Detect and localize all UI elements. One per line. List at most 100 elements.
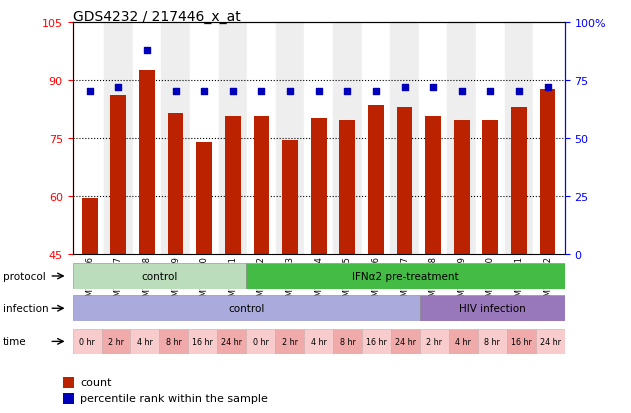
Bar	[447, 23, 476, 254]
Text: 24 hr: 24 hr	[221, 337, 242, 346]
Point	[285, 89, 295, 95]
Point	[170, 89, 180, 95]
Bar	[275, 329, 304, 354]
Point	[199, 89, 209, 95]
Point	[228, 89, 238, 95]
Bar	[420, 329, 449, 354]
Bar	[82, 198, 98, 254]
Bar	[397, 107, 413, 254]
Text: 24 hr: 24 hr	[540, 337, 561, 346]
Bar	[362, 329, 391, 354]
Bar	[391, 329, 420, 354]
Bar	[162, 23, 190, 254]
Bar	[63, 377, 74, 388]
Text: 16 hr: 16 hr	[511, 337, 532, 346]
Bar	[104, 23, 133, 254]
Text: 2 hr: 2 hr	[108, 337, 124, 346]
Bar	[63, 393, 74, 404]
Bar	[131, 329, 160, 354]
Bar	[73, 329, 102, 354]
Point	[399, 84, 410, 91]
Bar	[425, 117, 441, 254]
Text: 2 hr: 2 hr	[427, 337, 442, 346]
Bar	[304, 329, 333, 354]
Text: 0 hr: 0 hr	[253, 337, 269, 346]
Text: time: time	[3, 337, 27, 347]
Text: 8 hr: 8 hr	[339, 337, 355, 346]
Bar	[311, 119, 326, 254]
Point	[428, 84, 438, 91]
Text: IFNα2 pre-treatment: IFNα2 pre-treatment	[352, 271, 459, 281]
Bar	[190, 23, 218, 254]
Text: 16 hr: 16 hr	[192, 337, 213, 346]
Bar	[168, 113, 184, 254]
Bar	[533, 23, 562, 254]
Bar	[73, 263, 246, 289]
Bar	[225, 117, 240, 254]
Text: GDS4232 / 217446_x_at: GDS4232 / 217446_x_at	[73, 10, 240, 24]
Bar	[449, 329, 478, 354]
Text: 4 hr: 4 hr	[310, 337, 327, 346]
Bar	[102, 329, 131, 354]
Text: infection: infection	[3, 304, 49, 313]
Point	[85, 89, 95, 95]
Bar	[454, 121, 469, 254]
Point	[485, 89, 495, 95]
Bar	[282, 140, 298, 254]
Text: 16 hr: 16 hr	[366, 337, 387, 346]
Bar	[189, 329, 217, 354]
Point	[543, 84, 553, 91]
Text: 8 hr: 8 hr	[166, 337, 182, 346]
Point	[371, 89, 381, 95]
Point	[457, 89, 467, 95]
Bar	[420, 296, 565, 321]
Bar	[478, 329, 507, 354]
Text: 8 hr: 8 hr	[485, 337, 500, 346]
Text: control: control	[228, 304, 264, 313]
Bar	[276, 23, 304, 254]
Bar	[133, 23, 162, 254]
Bar	[196, 142, 212, 254]
Bar	[339, 121, 355, 254]
Bar	[536, 329, 565, 354]
Point	[114, 84, 124, 91]
Text: percentile rank within the sample: percentile rank within the sample	[80, 393, 268, 403]
Bar	[511, 107, 527, 254]
Bar	[540, 90, 555, 254]
Bar	[304, 23, 333, 254]
Bar	[419, 23, 447, 254]
Text: control: control	[141, 271, 177, 281]
Bar	[362, 23, 390, 254]
Bar	[217, 329, 246, 354]
Point	[342, 89, 352, 95]
Bar	[76, 23, 104, 254]
Bar	[246, 263, 565, 289]
Text: 0 hr: 0 hr	[79, 337, 95, 346]
Bar	[333, 329, 362, 354]
Bar	[507, 329, 536, 354]
Point	[256, 89, 266, 95]
Point	[314, 89, 324, 95]
Bar	[139, 71, 155, 254]
Bar	[368, 106, 384, 254]
Point	[142, 47, 152, 54]
Bar	[73, 296, 420, 321]
Bar	[254, 117, 269, 254]
Bar	[333, 23, 362, 254]
Text: HIV infection: HIV infection	[459, 304, 526, 313]
Text: 4 hr: 4 hr	[456, 337, 471, 346]
Text: 24 hr: 24 hr	[395, 337, 416, 346]
Bar	[505, 23, 533, 254]
Bar	[218, 23, 247, 254]
Bar	[246, 329, 275, 354]
Text: 2 hr: 2 hr	[281, 337, 298, 346]
Bar	[247, 23, 276, 254]
Bar	[110, 96, 126, 254]
Bar	[160, 329, 189, 354]
Text: count: count	[80, 377, 112, 387]
Bar	[476, 23, 505, 254]
Bar	[483, 121, 498, 254]
Text: 4 hr: 4 hr	[137, 337, 153, 346]
Bar	[390, 23, 419, 254]
Point	[514, 89, 524, 95]
